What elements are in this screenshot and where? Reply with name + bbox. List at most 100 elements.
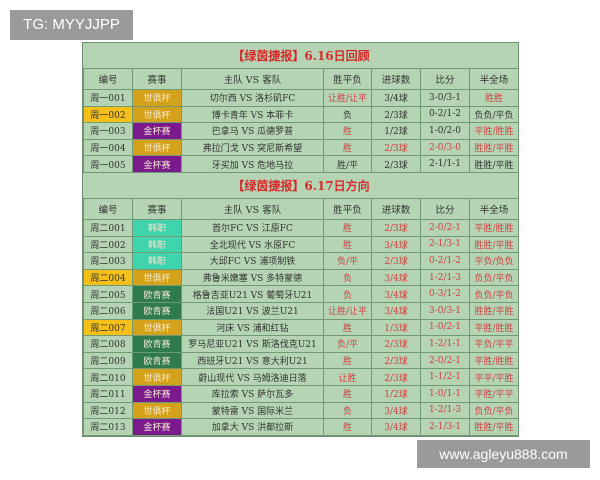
column-header: 编号 <box>83 197 133 220</box>
table-row: 周二008 欧青赛 罗马尼亚U21 VS 斯洛伐克U21 负/平 2/3球 1-2/1-1… <box>83 335 520 353</box>
league-badge: 韩职 <box>132 218 182 237</box>
result-pick: 让胜/让平 <box>323 301 372 320</box>
match-id: 周二011 <box>83 384 133 403</box>
goals-pick: 1/2球 <box>371 384 421 403</box>
column-header: 赛事 <box>132 197 182 220</box>
league-badge: 欧青赛 <box>132 285 182 303</box>
result-pick: 负 <box>323 401 372 420</box>
result-pick: 胜 <box>323 351 372 370</box>
match-teams: 法国U21 VS 波兰U21 <box>181 301 324 320</box>
match-id: 周二009 <box>83 351 133 370</box>
score-pick: 1-2/1-3 <box>420 401 470 420</box>
league-badge: 欧青赛 <box>132 335 182 353</box>
halffull-pick: 平胜/胜胜 <box>468 351 520 370</box>
halffull-pick: 平胜/平平 <box>468 384 520 403</box>
score-pick: 1-0/2-0 <box>420 122 470 140</box>
match-teams: 西班牙U21 VS 意大利U21 <box>181 351 324 370</box>
goals-pick: 2/3球 <box>371 252 421 270</box>
column-header: 编号 <box>83 68 133 90</box>
column-header: 进球数 <box>371 68 421 90</box>
header-row: 编号 赛事 主队 VS 客队 胜平负 进球数 比分 半全场 <box>83 197 520 220</box>
match-id: 周二008 <box>83 335 133 353</box>
halffull-pick: 胜胜/平胜 <box>468 301 520 320</box>
league-badge: 韩职 <box>132 235 182 254</box>
match-id: 周二013 <box>83 418 133 436</box>
result-pick: 胜 <box>323 122 372 140</box>
goals-pick: 1/2球 <box>371 122 421 140</box>
goals-pick: 2/3球 <box>371 368 421 386</box>
column-header: 比分 <box>420 197 470 220</box>
match-teams: 弗鲁米嫩塞 VS 多特蒙德 <box>181 268 324 287</box>
match-teams: 牙买加 VS 危地马拉 <box>181 155 324 173</box>
league-badge: 韩职 <box>132 252 182 270</box>
match-teams: 蔚山现代 VS 马姆洛迪日落 <box>181 368 324 386</box>
halffull-pick: 负负/平负 <box>468 268 520 287</box>
result-pick: 胜 <box>323 318 372 337</box>
match-teams: 加拿大 VS 洪都拉斯 <box>181 418 324 436</box>
table-row: 周二011 金杯赛 库拉索 VS 萨尔瓦多胜 1/2球 1-0/1-1 平胜/平平 <box>83 384 520 403</box>
column-header: 进球数 <box>371 197 421 220</box>
score-pick: 2-0/2-1 <box>420 351 470 370</box>
score-pick: 0-2/1-2 <box>420 105 470 124</box>
table-row: 周二013 金杯赛 加拿大 VS 洪都拉斯胜 3/4球 2-1/3-1 胜胜/平胜 <box>83 418 520 436</box>
watermark-bottom-right: www.agleyu888.com <box>417 440 590 468</box>
halffull-pick: 平胜/胜胜 <box>468 318 520 337</box>
halffull-pick: 胜胜 <box>468 89 520 107</box>
match-teams: 首尔FC VS 江原FC <box>181 218 324 237</box>
result-pick: 负/平 <box>323 252 372 270</box>
section-title: 【绿茵捷报】6.16日回顾 <box>83 43 519 69</box>
table-row: 周二006 欧青赛 法国U21 VS 波兰U21 让胜/让平 3/4球 3-0/3-1 胜胜… <box>83 301 520 320</box>
score-pick: 2-1/1-1 <box>420 155 470 173</box>
result-pick: 胜/平 <box>323 155 372 173</box>
halffull-pick: 负负/平负 <box>468 285 520 303</box>
table-row: 周二009 欧青赛 西班牙U21 VS 意大利U21 胜 2/3球 2-0/2-1 平胜/胜… <box>83 351 520 370</box>
match-teams: 蒙特雷 VS 国际米兰 <box>181 401 324 420</box>
league-badge: 世俱杯 <box>132 89 182 107</box>
score-pick: 2-0/3-0 <box>420 138 470 157</box>
halffull-pick: 胜胜/平胜 <box>468 235 520 254</box>
table-row: 周二012 世俱杯 蒙特雷 VS 国际米兰负 3/4球 1-2/1-3 负负/平负 <box>83 401 520 420</box>
section-title-row: 【绿茵捷报】6.16日回顾 <box>83 43 519 69</box>
league-badge: 欧青赛 <box>132 351 182 370</box>
section-title-row: 【绿茵捷报】6.17日方向 <box>83 172 519 199</box>
score-pick: 1-0/2-1 <box>420 318 470 337</box>
table-row: 周二001 韩职 首尔FC VS 江原FC 胜 2/3球 2-0/2-1 平胜/胜胜 <box>83 218 520 237</box>
column-header: 赛事 <box>132 68 182 90</box>
match-id: 周二006 <box>83 301 133 320</box>
score-pick: 1-2/1-1 <box>420 335 470 353</box>
column-header: 胜平负 <box>323 68 372 90</box>
result-pick: 负 <box>323 105 372 124</box>
column-header: 主队 VS 客队 <box>181 197 324 220</box>
score-pick: 1-2/1-3 <box>420 268 470 287</box>
match-teams: 河床 VS 浦和红钻 <box>181 318 324 337</box>
goals-pick: 3/4球 <box>371 418 421 436</box>
table-row: 周一001 世俱杯 切尔西 VS 洛杉矶FC 让胜/让平 3/4球 3-0/3-1 胜胜 <box>83 89 520 107</box>
match-teams: 全北现代 VS 水原FC <box>181 235 324 254</box>
result-pick: 负/平 <box>323 335 372 353</box>
result-pick: 胜 <box>323 138 372 157</box>
halffull-pick: 平胜/胜胜 <box>468 218 520 237</box>
halffull-pick: 胜胜/平胜 <box>468 155 520 173</box>
match-id: 周一005 <box>83 155 133 173</box>
league-badge: 世俱杯 <box>132 268 182 287</box>
halffull-pick: 负负/平负 <box>468 105 520 124</box>
result-pick: 胜 <box>323 384 372 403</box>
table-row: 周二010 世俱杯 蔚山现代 VS 马姆洛迪日落 让胜 2/3球 1-1/2-1 平平/平胜 <box>83 368 520 386</box>
halffull-pick: 平负/负负 <box>468 252 520 270</box>
match-teams: 库拉索 VS 萨尔瓦多 <box>181 384 324 403</box>
score-pick: 2-1/3-1 <box>420 418 470 436</box>
goals-pick: 3/4球 <box>371 285 421 303</box>
table-row: 周二004 世俱杯 弗鲁米嫩塞 VS 多特蒙德负 3/4球 1-2/1-3 负负/平负 <box>83 268 520 287</box>
goals-pick: 2/3球 <box>371 218 421 237</box>
match-id: 周二003 <box>83 252 133 270</box>
match-id: 周二012 <box>83 401 133 420</box>
score-pick: 2-0/2-1 <box>420 218 470 237</box>
match-id: 周一004 <box>83 138 133 157</box>
result-pick: 胜 <box>323 418 372 436</box>
league-badge: 世俱杯 <box>132 401 182 420</box>
match-teams: 巴拿马 VS 瓜德罗普 <box>181 122 324 140</box>
league-badge: 金杯赛 <box>132 418 182 436</box>
league-badge: 金杯赛 <box>132 155 182 173</box>
goals-pick: 3/4球 <box>371 301 421 320</box>
section-title: 【绿茵捷报】6.17日方向 <box>83 172 519 199</box>
